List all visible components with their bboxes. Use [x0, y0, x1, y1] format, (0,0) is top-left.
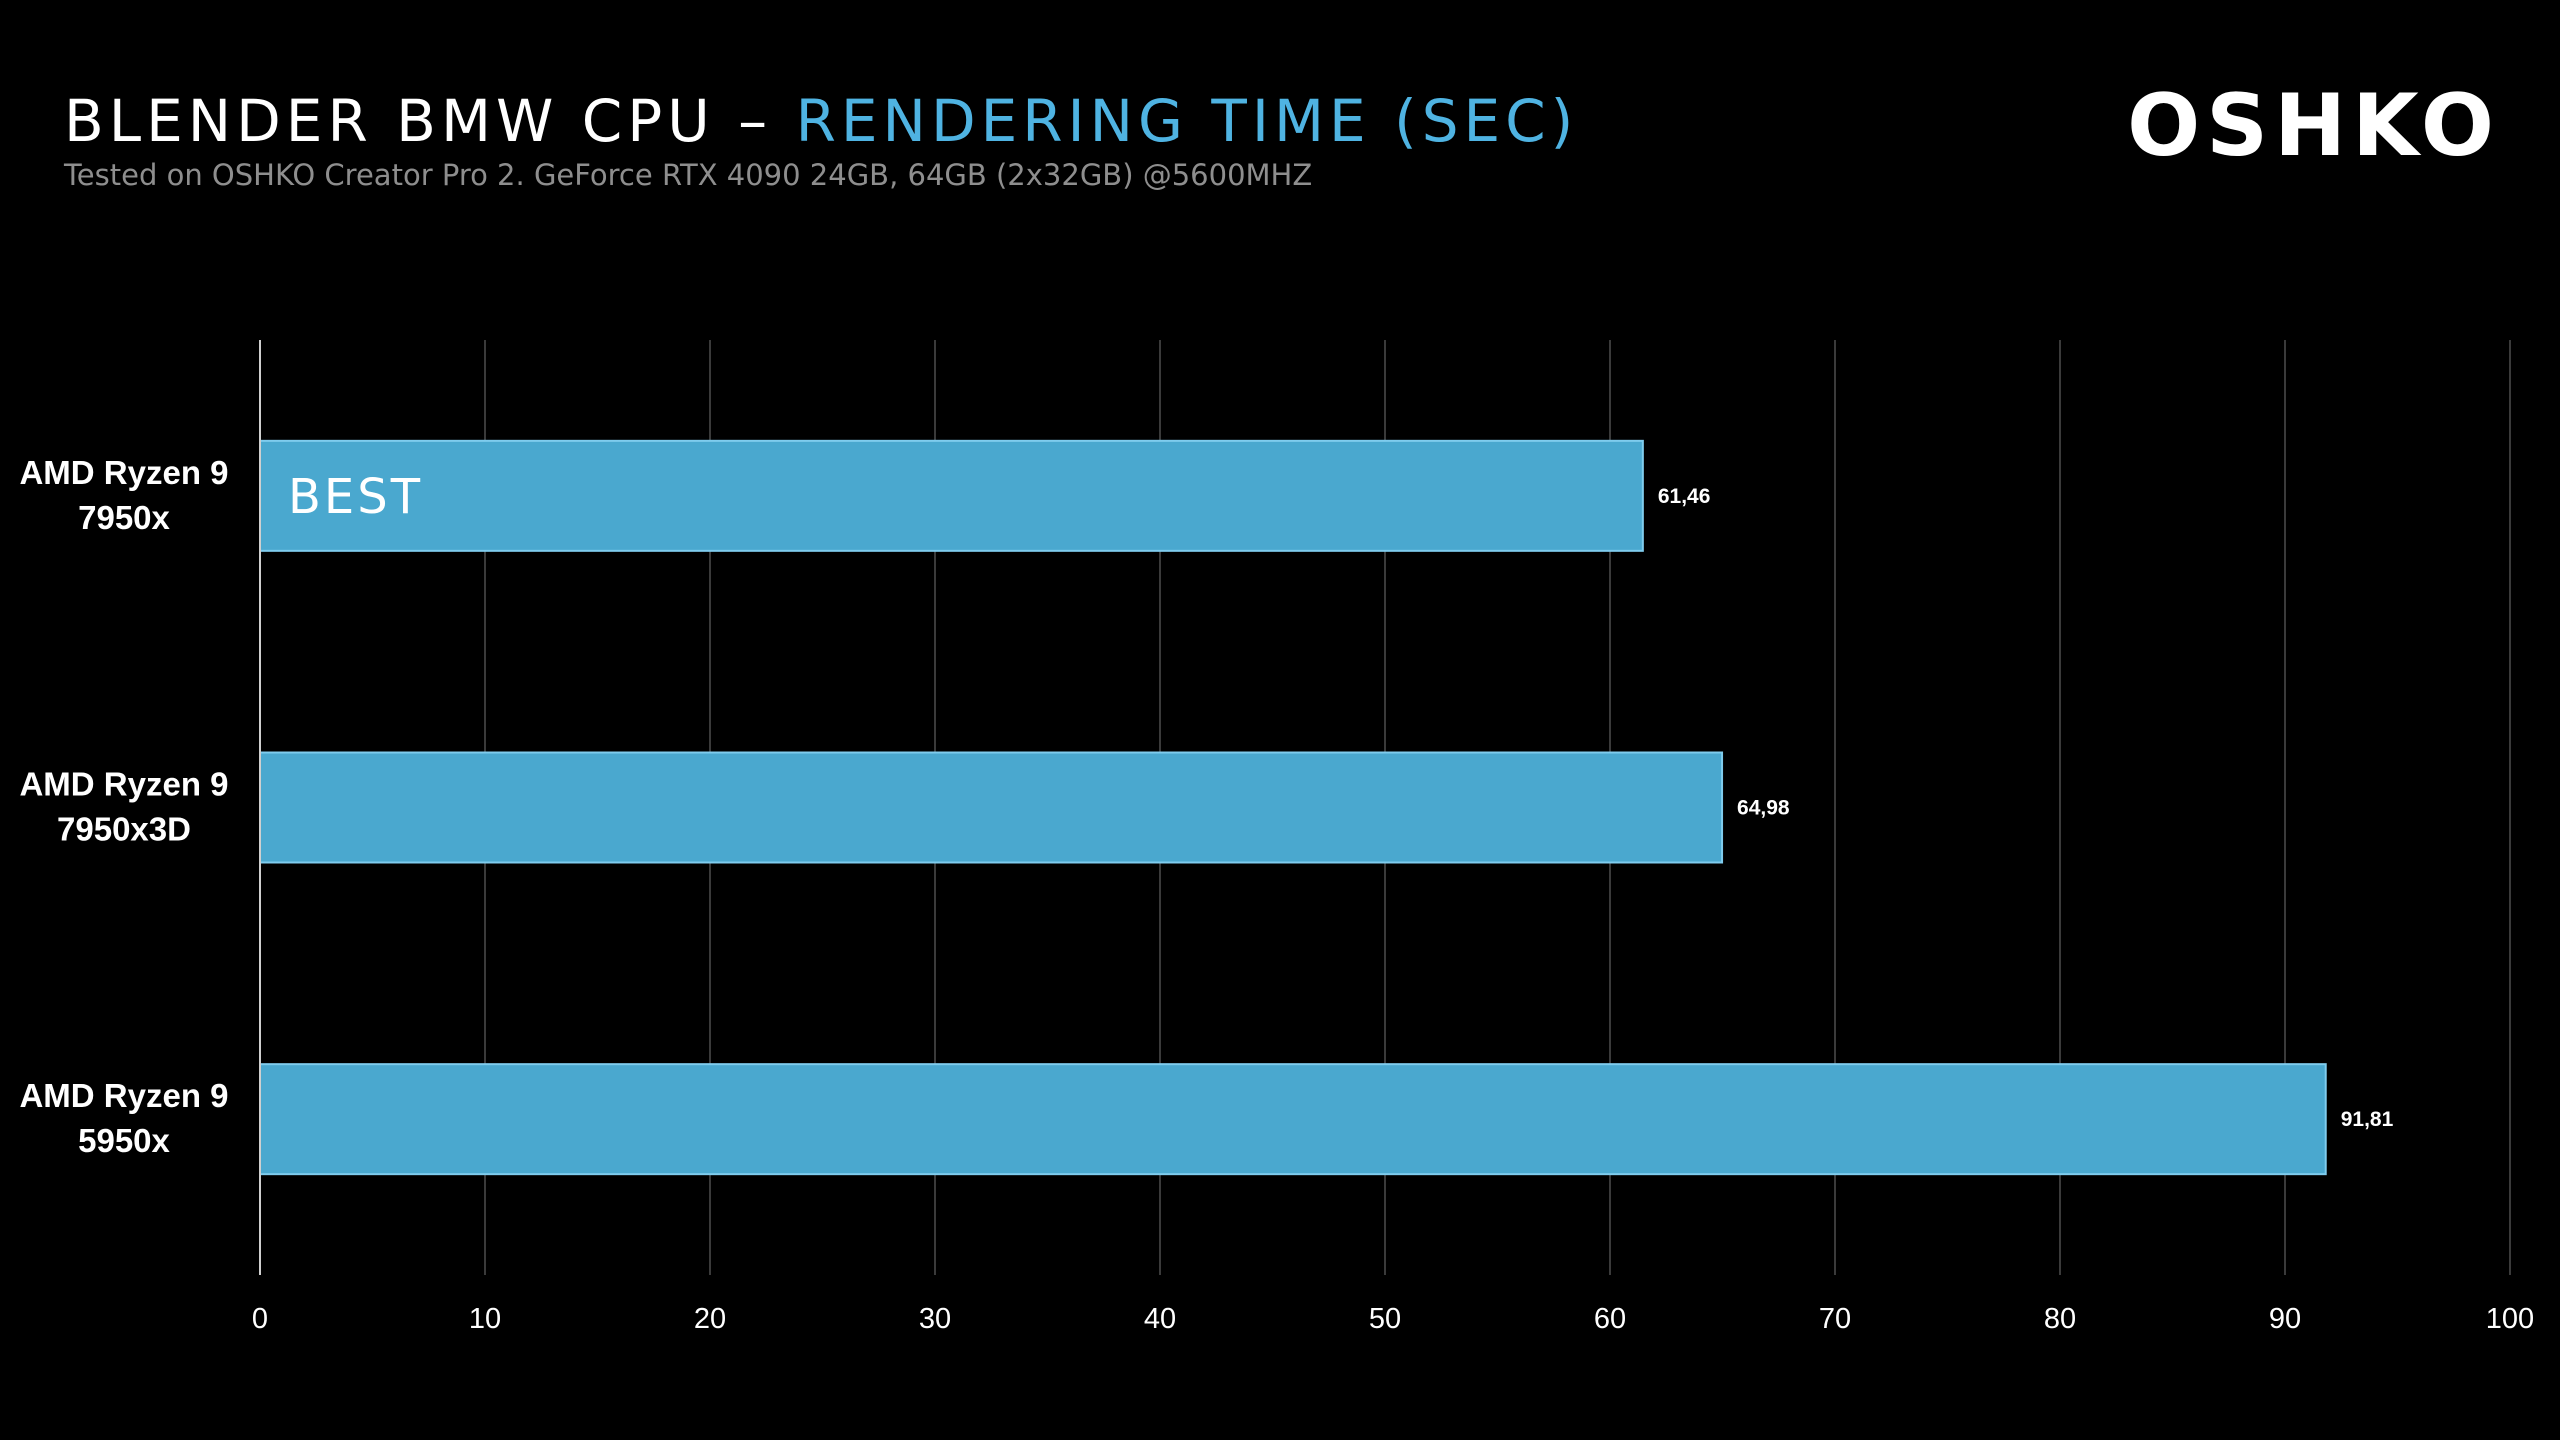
category-label-line: 7950x3D: [57, 811, 191, 848]
best-badge: BEST: [288, 469, 423, 525]
x-tick-label: 50: [1369, 1303, 1401, 1335]
bar: [259, 751, 1724, 864]
category-label-line: 7950x: [78, 499, 170, 536]
chart-title-accent: RENDERING TIME (SEC): [795, 87, 1579, 155]
bar: [259, 1063, 2327, 1176]
category-label-line: 5950x: [78, 1122, 170, 1159]
category-label: AMD Ryzen 9 7950x3D: [19, 766, 228, 848]
bar: [259, 439, 1644, 552]
x-tick-labels: 0 10 20 30 40 50 60 70 80 90 100: [252, 1303, 2534, 1335]
category-label-line: AMD Ryzen 9: [19, 454, 228, 491]
x-tick-label: 20: [694, 1303, 726, 1335]
category-label-line: AMD Ryzen 9: [19, 766, 228, 803]
x-tick-label: 0: [252, 1303, 268, 1335]
bar-value-label: 64,98: [1737, 797, 1790, 820]
brand-logo: OSHKO: [2127, 76, 2500, 176]
x-tick-label: 70: [1819, 1303, 1851, 1335]
x-tick-label: 10: [469, 1303, 501, 1335]
chart-subtitle: Tested on OSHKO Creator Pro 2. GeForce R…: [64, 158, 1313, 192]
x-tick-label: 80: [2044, 1303, 2076, 1335]
category-label: AMD Ryzen 9 5950x: [19, 1077, 228, 1159]
x-tick-label: 40: [1144, 1303, 1176, 1335]
x-tick-label: 100: [2486, 1303, 2534, 1335]
bar-value-label: 91,81: [2341, 1108, 2394, 1131]
category-label-line: AMD Ryzen 9: [19, 1077, 228, 1114]
chart-title: BLENDER BMW CPU – RENDERING TIME (SEC): [64, 86, 1578, 156]
category-label: AMD Ryzen 9 7950x: [19, 454, 228, 536]
x-tick-label: 30: [919, 1303, 951, 1335]
bars: 61,46 BEST 64,98 91,81: [259, 439, 2394, 1176]
x-tick-label: 60: [1594, 1303, 1626, 1335]
x-tick-label: 90: [2269, 1303, 2301, 1335]
bar-value-label: 61,46: [1658, 485, 1711, 508]
chart-title-main: BLENDER BMW CPU –: [64, 87, 796, 155]
